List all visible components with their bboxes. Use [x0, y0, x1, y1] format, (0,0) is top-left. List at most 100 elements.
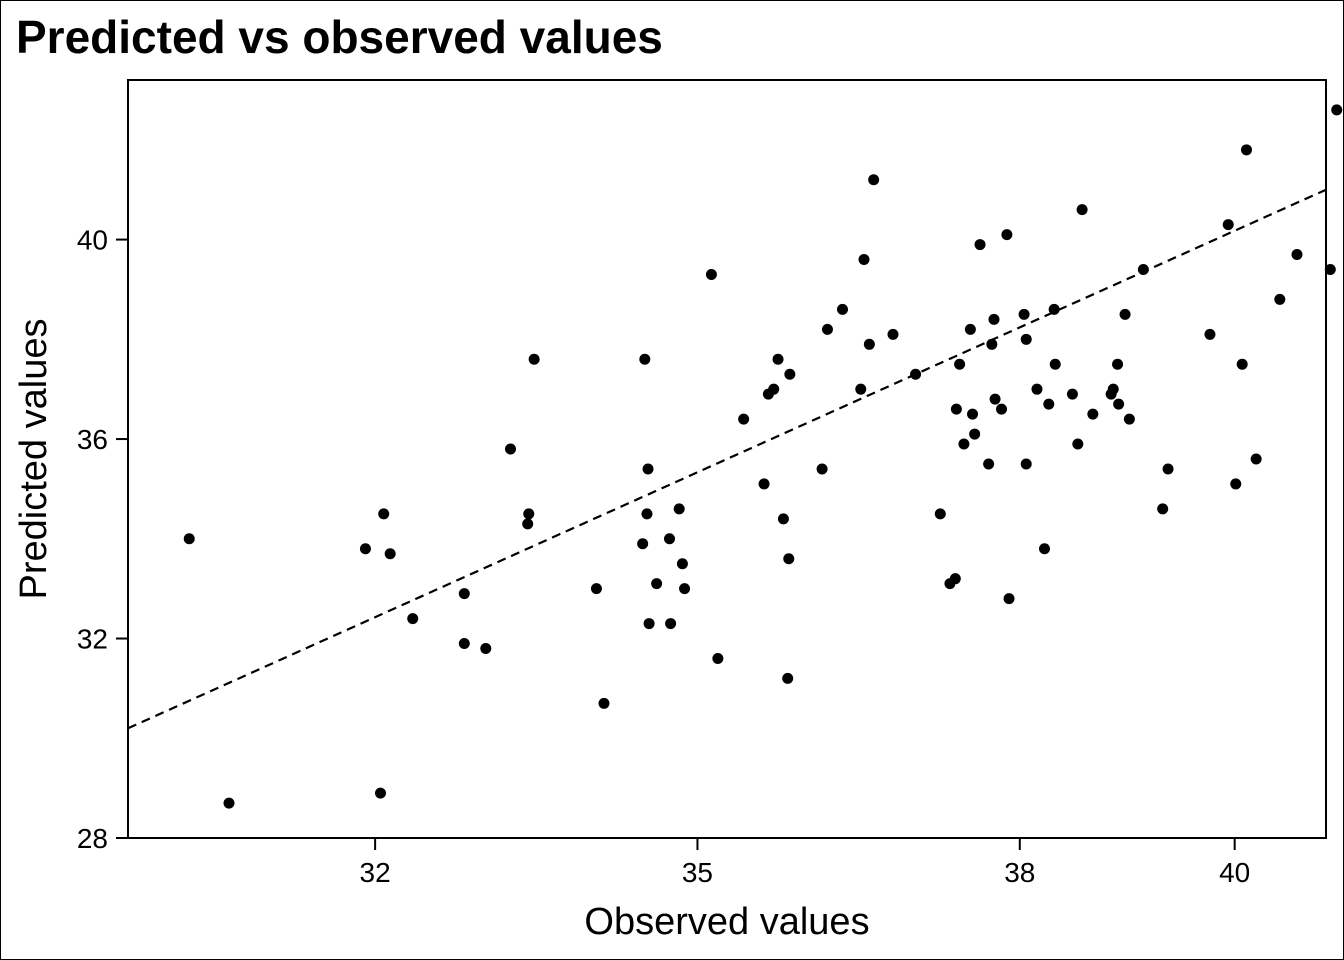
data-point [1018, 308, 1030, 320]
data-point [458, 588, 470, 600]
data-point [1123, 413, 1135, 425]
data-point [1291, 249, 1303, 261]
x-axis-label: Observed values [584, 901, 869, 943]
data-point [1038, 543, 1050, 555]
data-point [1113, 398, 1125, 410]
data-point [639, 353, 651, 365]
data-point [1043, 398, 1055, 410]
data-point [768, 383, 780, 395]
data-point [996, 403, 1008, 415]
data-point [1250, 453, 1262, 465]
trend-line [127, 188, 1327, 730]
data-point [887, 328, 899, 340]
data-point [712, 652, 724, 664]
data-point [974, 239, 986, 251]
data-point [777, 513, 789, 525]
data-point [1001, 229, 1013, 241]
data-point [863, 338, 875, 350]
data-point [651, 578, 663, 590]
data-point [1157, 503, 1169, 515]
data-point [1049, 358, 1061, 370]
data-point [643, 618, 655, 630]
data-point [1020, 458, 1032, 470]
data-point [1162, 463, 1174, 475]
data-point [1031, 383, 1043, 395]
data-point [954, 358, 966, 370]
data-point [1230, 478, 1242, 490]
data-point [1274, 293, 1286, 305]
data-point [969, 428, 981, 440]
data-point [1107, 383, 1119, 395]
y-tick-label: 32 [77, 624, 108, 655]
data-point [1066, 388, 1078, 400]
data-point [782, 672, 794, 684]
data-point [458, 638, 470, 650]
data-point [989, 393, 1001, 405]
data-point [910, 368, 922, 380]
data-point [528, 353, 540, 365]
data-point [505, 443, 517, 455]
data-point [679, 583, 691, 595]
data-point [1222, 219, 1234, 231]
x-tick-label: 40 [1219, 857, 1250, 888]
data-point [676, 558, 688, 570]
data-point [705, 268, 717, 280]
data-point [986, 338, 998, 350]
data-point [522, 518, 534, 530]
data-point [523, 508, 535, 520]
data-point [1204, 328, 1216, 340]
data-point [480, 643, 492, 654]
data-point [772, 353, 784, 365]
data-point [384, 548, 396, 560]
data-point [837, 303, 849, 315]
data-point [988, 313, 1000, 325]
x-tick-label: 35 [682, 857, 713, 888]
data-point [738, 413, 750, 425]
data-point [642, 463, 654, 475]
data-point [1020, 333, 1032, 345]
data-point [1048, 303, 1060, 315]
y-axis-label: Predicted values [13, 319, 55, 600]
data-point [1076, 204, 1088, 216]
data-point [816, 463, 828, 475]
data-point [1137, 264, 1149, 275]
data-point [758, 478, 770, 490]
data-point [784, 368, 796, 380]
data-point [1003, 593, 1015, 605]
data-point [374, 787, 386, 799]
data-point [858, 254, 870, 266]
plot-area-border [127, 79, 1327, 839]
data-point [641, 508, 653, 520]
data-point [958, 438, 970, 450]
data-point [359, 543, 371, 555]
data-point [1112, 358, 1124, 370]
data-point [1331, 104, 1343, 116]
data-point [967, 408, 979, 420]
data-point [1072, 438, 1084, 450]
x-tick-label: 38 [1004, 857, 1035, 888]
data-point [855, 383, 867, 395]
y-tick-label: 40 [77, 225, 108, 256]
data-point [598, 697, 610, 709]
data-point [1240, 144, 1252, 156]
data-point [664, 533, 676, 545]
x-tick-label: 32 [360, 857, 391, 888]
data-point [665, 618, 677, 630]
data-point [590, 583, 602, 595]
data-point [223, 797, 235, 809]
data-point [1119, 308, 1131, 320]
data-point [949, 573, 961, 585]
data-point [983, 458, 995, 470]
data-point [783, 553, 795, 565]
data-point [950, 403, 962, 415]
data-point [821, 323, 833, 335]
data-point [637, 538, 649, 550]
data-point [183, 533, 195, 545]
data-point [407, 613, 419, 625]
y-tick-label: 36 [77, 424, 108, 455]
data-point [1236, 358, 1248, 370]
data-point [1324, 264, 1336, 275]
data-point [964, 323, 976, 335]
data-point [934, 508, 946, 520]
